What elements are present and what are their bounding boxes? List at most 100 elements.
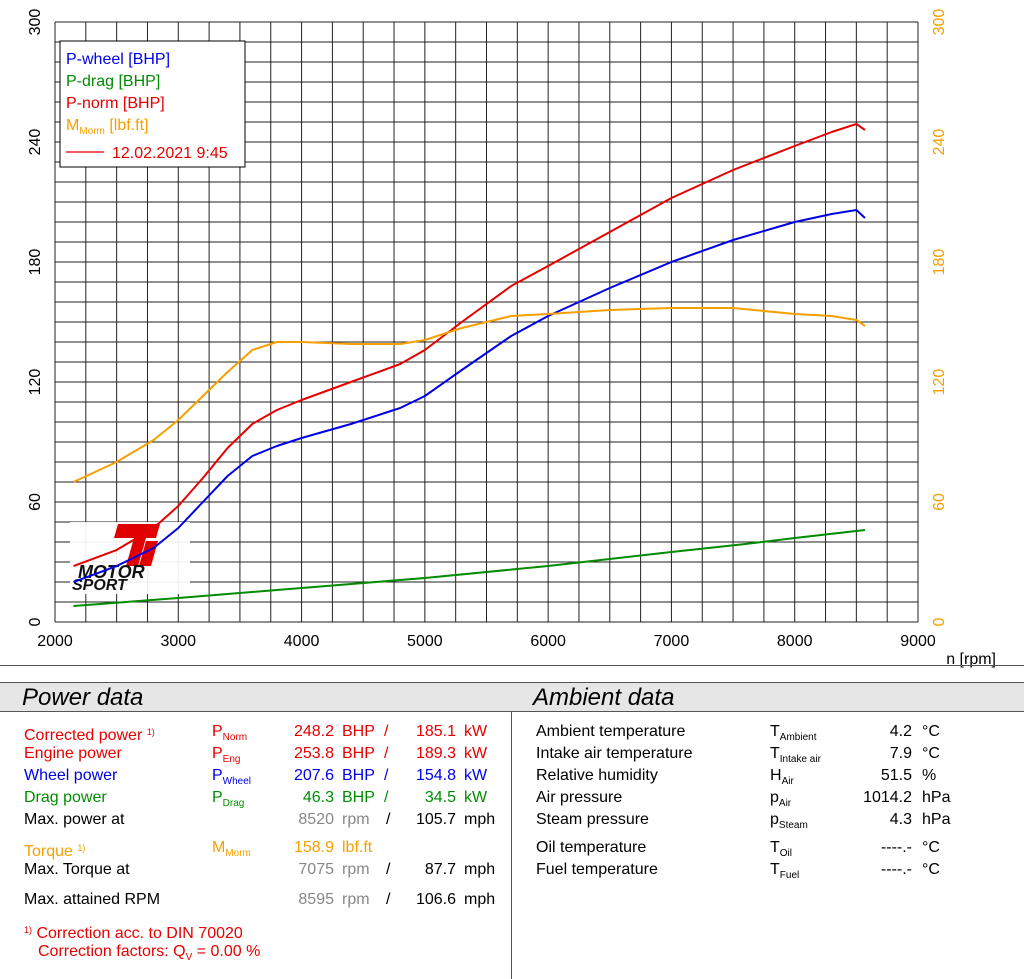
power-mph-maxtorque: 87.7 [424,861,456,878]
ambient-data-header: Ambient data [511,682,1024,712]
power-symbol-wheel: PWheel [212,767,252,787]
power-kw-wheel: 154.8 [415,767,456,784]
power-bhp-corrected: 248.2 [293,723,334,740]
ambient-symbol: TIntake air [770,745,821,765]
power-rpm-maxrpm: 8595 [298,891,334,908]
ambient-symbol: HAir [770,767,794,787]
ambient-value: 4.3 [889,811,912,828]
power-bhp-wheel: 207.6 [293,767,334,784]
power-kw-unit-drag: kW [464,789,488,806]
power-bhp-unit-wheel: BHP [342,767,375,784]
ambient-symbol: TAmbient [770,723,817,743]
power-label-maxrpm: Max. attained RPM [24,891,161,908]
power-bhp-unit-engine: BHP [342,745,375,762]
y-left-tick-label: 240 [27,129,44,156]
ambient-unit: °C [922,861,940,878]
power-symbol-corrected: PNorm [212,723,248,743]
chart-series [73,123,866,607]
power-symbol-drag: PDrag [212,789,245,809]
ambient-symbol: pSteam [770,811,808,831]
power-bhp-unit-corrected: BHP [342,723,375,740]
header-top-rule [0,665,1024,666]
y-left-tick-label: 60 [27,493,44,511]
legend-wheel: P-wheel [BHP] [66,51,170,68]
power-mph-unit-maxrpm: mph [464,891,496,908]
power-slash-wheel: / [384,767,389,784]
power-mph-unit-maxtorque: mph [464,861,496,878]
power-label-wheel: Wheel power [24,767,118,784]
power-label-corrected: Corrected power 1) [24,727,155,744]
ambient-label: Oil temperature [536,839,647,856]
y-left-tick-label: 120 [27,369,44,396]
power-kw-unit-corrected: kW [464,723,488,740]
ambient-label: Fuel temperature [536,861,658,878]
power-slash-engine: / [384,745,389,762]
power-rpm-maxtorque: 7075 [298,861,334,878]
power-mph-maxpower: 105.7 [415,811,456,828]
x-tick-label: 3000 [160,633,196,650]
correction-note: 1) Correction acc. to DIN 70020 [24,925,243,942]
ambient-label: Intake air temperature [536,745,693,762]
power-label-maxtorque: Max. Torque at [24,861,130,878]
power-kw-engine: 189.3 [415,745,456,762]
ambient-symbol: TFuel [770,861,800,881]
x-tick-label: 4000 [284,633,320,650]
chart-axes: 2000 3000 4000 5000 6000 7000 8000 900006012018… [27,9,948,650]
x-tick-label: 2000 [37,633,73,650]
ambient-unit: °C [922,839,940,856]
power-rpm-unit-maxrpm: rpm [342,891,370,908]
power-label-drag: Drag power [24,789,107,806]
correction-factors: Correction factors: QV = 0.00 % [38,943,261,963]
y-right-tick-label: 180 [931,249,948,276]
power-mph-maxrpm: 106.6 [415,891,456,908]
x-tick-label: 6000 [530,633,566,650]
ambient-unit: °C [922,723,940,740]
logo-text-motor: MOTOR [78,562,145,582]
logo-text-sport: SPORT [72,577,128,594]
power-kw-unit-wheel: kW [464,767,488,784]
y-right-tick-label: 60 [931,493,948,511]
power-bhp-drag: 46.3 [302,789,334,806]
y-right-tick-label: 120 [931,369,948,396]
legend-drag: P-drag [BHP] [66,73,160,90]
ambient-unit: hPa [922,789,951,806]
ambient-symbol: TOil [770,839,793,859]
power-kw-unit-engine: kW [464,745,488,762]
x-axis-label: n [rpm] [946,651,996,668]
ambient-value: 1014.2 [863,789,912,806]
ambient-label: Relative humidity [536,767,658,784]
power-slash-maxrpm: / [386,891,391,908]
torque-value: 158.9 [293,839,334,856]
y-right-tick-label: 300 [931,9,948,36]
legend-torque: MMorm [lbf.ft] [66,117,148,137]
power-bhp-unit-drag: BHP [342,789,375,806]
dyno-chart: 2000 3000 4000 5000 6000 7000 8000 900006012018… [27,9,996,668]
ambient-label: Air pressure [536,789,623,806]
x-tick-label: 8000 [777,633,813,650]
y-left-tick-label: 180 [27,249,44,276]
power-slash-maxpower: / [386,811,391,828]
ambient-label: Ambient temperature [536,723,686,740]
ambient-value: 7.9 [889,745,912,762]
series-line-wheel [73,209,866,583]
x-tick-label: 5000 [407,633,443,650]
ambient-symbol: pAir [770,789,792,809]
ambient-value: ----.- [880,839,912,856]
series-line-torque [73,307,866,483]
ambient-value: 4.2 [889,723,912,740]
ambient-label: Steam pressure [536,811,649,828]
series-line-drag [73,529,866,607]
power-rpm-unit-maxtorque: rpm [342,861,370,878]
ambient-unit: °C [922,745,940,762]
power-kw-corrected: 185.1 [415,723,456,740]
power-symbol-engine: PEng [212,745,241,765]
power-slash-maxtorque: / [386,861,391,878]
series-line-norm [73,123,866,567]
torque-symbol: MMorm [212,839,251,859]
legend-norm: P-norm [BHP] [66,95,165,112]
power-mph-unit-maxpower: mph [464,811,496,828]
power-slash-corrected: / [384,723,389,740]
y-left-tick-label: 0 [27,617,44,626]
chart-legend: P-wheel [BHP] P-drag [BHP] P-norm [BHP] … [59,40,246,168]
torque-label: Torque 1) [24,843,86,860]
